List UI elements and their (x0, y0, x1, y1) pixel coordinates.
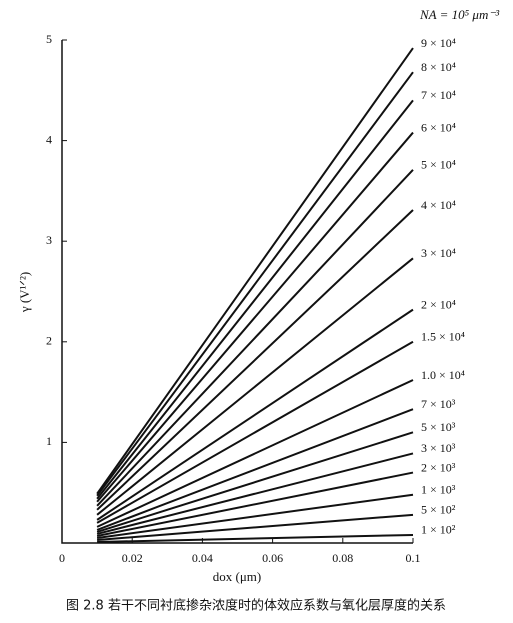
series-line (96, 169, 414, 507)
series-line (96, 257, 414, 516)
series-line (96, 340, 414, 524)
x-tick-label: 0.02 (122, 551, 143, 565)
y-tick-label: 2 (46, 334, 52, 348)
series-label: 1 × 10² (421, 523, 456, 537)
x-tick-label: 0 (59, 551, 65, 565)
series-label: 7 × 10⁴ (421, 88, 456, 102)
legend-title: NA = 10⁵ μm⁻³ (419, 7, 500, 22)
series-line (96, 493, 414, 539)
series-label: 5 × 10⁴ (421, 158, 456, 172)
series-label: 8 × 10⁴ (421, 60, 456, 74)
series-label: 5 × 10² (421, 503, 456, 517)
series-label: 3 × 10³ (421, 441, 456, 455)
series-line (96, 131, 414, 503)
series-line (96, 452, 414, 535)
x-axis-label: dox (μm) (213, 569, 262, 584)
series-line (96, 47, 414, 495)
y-tick-label: 5 (46, 32, 52, 46)
series-line (96, 408, 414, 531)
series-label: 1 × 10³ (421, 482, 456, 496)
series-label: 5 × 10³ (421, 420, 456, 434)
series-line (96, 209, 414, 511)
series-line (96, 471, 414, 537)
series-label: 1.0 × 10⁴ (421, 368, 465, 382)
series-label: 4 × 10⁴ (421, 198, 456, 212)
series-label: 9 × 10⁴ (421, 36, 456, 50)
series-line (96, 71, 414, 497)
series-line (97, 533, 414, 543)
series-line (96, 379, 414, 528)
x-tick-label: 0.06 (262, 551, 283, 565)
series-line (96, 99, 414, 500)
series-label: 6 × 10⁴ (421, 120, 456, 134)
x-tick-label: 0.08 (332, 551, 353, 565)
series-line (97, 513, 414, 541)
series-label: 2 × 10³ (421, 460, 456, 474)
x-tick-label: 0.04 (192, 551, 213, 565)
y-tick-label: 3 (46, 233, 52, 247)
y-axis-label: γ (V¹ᐟ²) (17, 272, 32, 313)
y-tick-label: 4 (46, 132, 52, 146)
series-label: 2 × 10⁴ (421, 297, 456, 311)
series-label: 3 × 10⁴ (421, 246, 456, 260)
x-tick-label: 0.1 (406, 551, 421, 565)
y-tick-label: 1 (46, 434, 52, 448)
series-label: 7 × 10³ (421, 397, 456, 411)
series-line (96, 308, 414, 521)
series-line (96, 431, 414, 533)
caption: 图 2.8 若干不同衬底掺杂浓度时的体效应系数与氧化层厚度的关系 (66, 598, 446, 614)
series-label: 1.5 × 10⁴ (421, 330, 465, 344)
